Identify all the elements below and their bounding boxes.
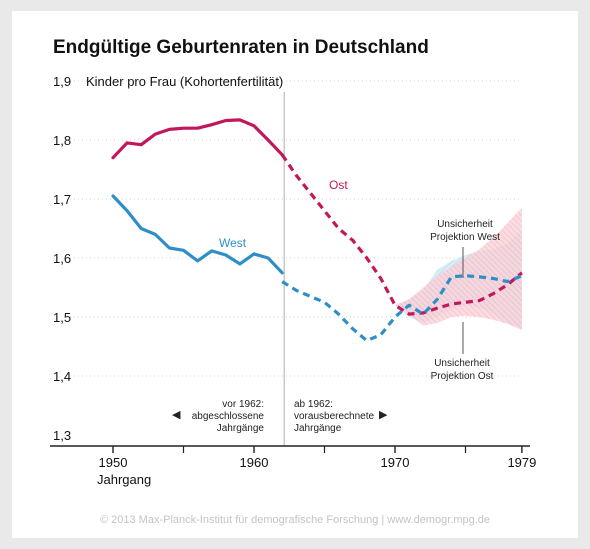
x-tick-label: 1950	[99, 455, 128, 470]
y-tick-label: 1,9	[53, 74, 71, 89]
band-west-annotation: Projektion West	[430, 232, 500, 243]
series-line-west-projected	[281, 274, 523, 343]
series-line-ost-observed	[111, 118, 284, 160]
x-axis-label: Jahrgang	[97, 472, 151, 487]
after-cutoff-note: ab 1962:	[294, 399, 333, 410]
x-tick-label: 1979	[507, 455, 536, 470]
series-label-ost: Ost	[329, 178, 348, 192]
y-tick-label: 1,7	[53, 192, 71, 207]
arrow-left-icon: ◀	[172, 409, 181, 421]
band-west-annotation: Unsicherheit	[437, 219, 493, 230]
x-tick-label: 1970	[381, 455, 410, 470]
before-cutoff-note: abgeschlossene	[192, 411, 265, 422]
before-cutoff-note: Jahrgänge	[217, 423, 265, 434]
y-tick-label: 1,5	[53, 310, 71, 325]
series-line-west-observed	[111, 194, 284, 275]
band-ost-annotation: Unsicherheit	[434, 358, 490, 369]
y-tick-label: 1,6	[53, 251, 71, 266]
after-cutoff-note: vorausberechnete	[294, 411, 374, 422]
before-cutoff-note: vor 1962:	[222, 399, 264, 410]
x-tick-label: 1960	[240, 455, 269, 470]
band-ost-annotation: Projektion Ost	[431, 371, 494, 382]
copyright-footer: © 2013 Max-Planck-Institut für demografi…	[99, 514, 491, 526]
after-cutoff-note: Jahrgänge	[294, 423, 342, 434]
y-tick-label: 1,3	[53, 428, 71, 443]
series-line-ost-projected	[280, 153, 523, 316]
y-tick-label: 1,8	[53, 133, 71, 148]
y-axis-label: Kinder pro Frau (Kohortenfertilität)	[86, 74, 283, 89]
series-label-west: West	[219, 236, 247, 250]
uncertainty-band-ost	[395, 207, 522, 330]
y-tick-label: 1,4	[53, 369, 71, 384]
arrow-right-icon: ▶	[379, 409, 388, 421]
chart-title: Endgültige Geburtenraten in Deutschland	[53, 37, 429, 58]
